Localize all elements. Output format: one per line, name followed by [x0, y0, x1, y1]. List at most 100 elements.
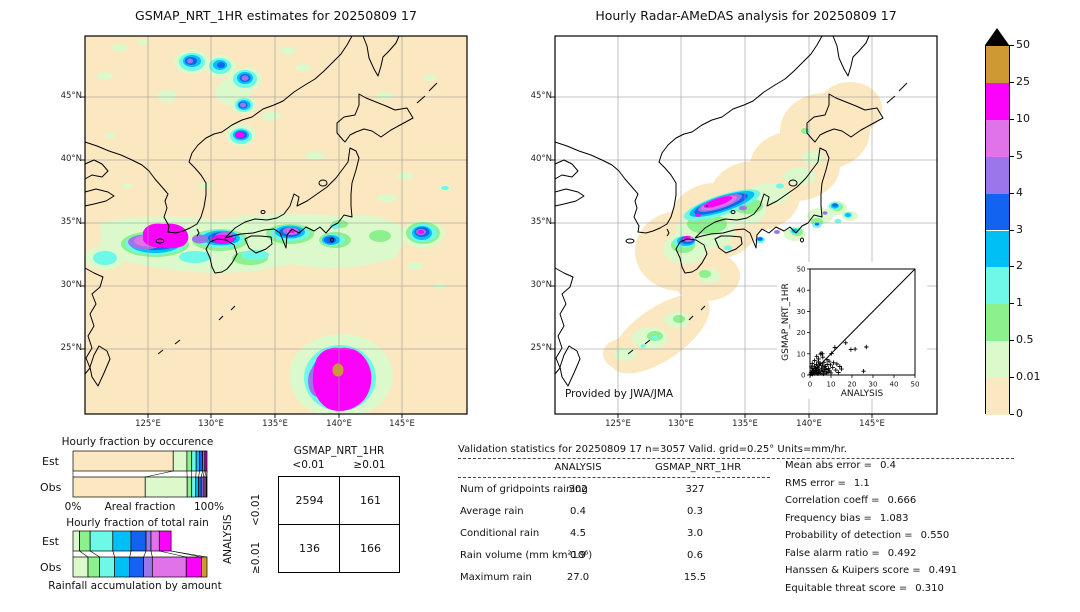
- metric-label: Mean abs error =: [785, 460, 873, 471]
- colorbar-tick-label: 25: [1016, 74, 1030, 88]
- stats-col-analysis: ANALYSIS: [554, 462, 602, 473]
- right-precip-map: 0 10 20 30 40 50 0 10 20 30 40 50 ANALYSIS GSMAP_N…: [551, 35, 938, 418]
- metric-label: False alarm ratio =: [785, 547, 880, 559]
- metric-value: 0.666: [887, 495, 917, 506]
- scatter-xaxis-label: ANALYSIS: [841, 389, 884, 399]
- colorbar-band: [986, 119, 1009, 157]
- left-map-lat-tick: 25°N: [60, 343, 82, 353]
- totalrain-footer: Rainfall accumulation by amount: [48, 580, 222, 592]
- colorbar-band: [986, 46, 1009, 83]
- svg-text:40: 40: [797, 287, 806, 295]
- colorbar-overflow-triangle: [985, 28, 1009, 45]
- metric-value: 0.550: [920, 530, 950, 541]
- metric-label: Equitable threat score =: [785, 582, 908, 594]
- colorbar-tick-label: 3: [1016, 222, 1023, 236]
- stats-row-maximum: Maximum rain 27.0 15.5: [458, 572, 770, 594]
- colorbar-labels: 50 25 10 5 4 3 2 1 0.5 0.01 0: [985, 38, 1080, 420]
- colorbar-tick-label: 4: [1016, 185, 1023, 199]
- colorbar-tick-label: 0.5: [1016, 333, 1034, 347]
- metric-far: False alarm ratio = 0.492: [785, 548, 916, 559]
- left-map-lon-tick: 140°E: [326, 419, 352, 429]
- colorbar-tick: [1010, 118, 1014, 120]
- stats-row-conditional: Conditional rain 4.5 3.0: [458, 528, 770, 550]
- totalrain-stacked-bars: [72, 530, 208, 578]
- colorbar-tick-label: 1: [1016, 296, 1023, 310]
- left-map-lon-tick: 135°E: [262, 419, 288, 429]
- right-map-tickmarks: [551, 96, 873, 418]
- left-map-lat-tick: 35°N: [60, 217, 82, 227]
- svg-text:20: 20: [797, 329, 806, 337]
- stats-panel: Validation statistics for 20250809 17 n=…: [458, 440, 1014, 600]
- svg-text:30: 30: [869, 381, 878, 389]
- stats-row-label: Average rain: [460, 506, 524, 517]
- right-map-lon-tick: 135°E: [732, 419, 758, 429]
- scatter-yaxis-label: GSMAP_NRT_1HR: [781, 283, 791, 361]
- svg-text:0: 0: [801, 372, 805, 380]
- left-precip-map: [81, 35, 468, 418]
- left-map-lon-tick: 130°E: [198, 419, 224, 429]
- colorbar-band: [986, 82, 1009, 120]
- left-map-lon-tick: 145°E: [389, 419, 415, 429]
- left-map-tickmarks: [81, 96, 403, 418]
- contingency-cell-11: 166: [360, 542, 381, 555]
- left-map-lon-tick: 125°E: [135, 419, 161, 429]
- stats-analysis-value: 4.5: [570, 528, 586, 539]
- contingency-cell-10: 136: [299, 542, 320, 555]
- colorbar-bands: [985, 45, 1010, 415]
- occurrence-est-label: Est: [42, 455, 59, 468]
- stats-analysis-value: 27.0: [566, 572, 590, 583]
- stats-row-label: Maximum rain: [460, 572, 532, 583]
- right-map-lon-tick: 145°E: [859, 419, 885, 429]
- contingency-row-label-1: ≥0.01: [250, 541, 262, 574]
- svg-text:40: 40: [890, 381, 899, 389]
- metric-value: 0.492: [887, 547, 917, 559]
- stats-title: Validation statistics for 20250809 17 n=…: [458, 444, 847, 455]
- right-map-lat-tick: 30°N: [530, 280, 552, 290]
- occurrence-obs-label: Obs: [40, 481, 62, 494]
- right-map-lat-tick: 45°N: [530, 91, 552, 101]
- colorbar-tick: [1010, 340, 1014, 342]
- contingency-col-title: GSMAP_NRT_1HR: [293, 445, 385, 457]
- colorbar-tick: [1010, 266, 1014, 268]
- metric-value: 0.310: [915, 582, 944, 594]
- stats-analysis-value: 0.9: [570, 550, 586, 561]
- right-map-lat-tick: 40°N: [530, 154, 552, 164]
- occurrence-axis-title: Areal fraction: [104, 501, 176, 513]
- svg-text:50: 50: [911, 381, 920, 389]
- colorbar-tick: [1010, 377, 1014, 379]
- metric-label: Frequency bias =: [785, 512, 872, 524]
- colorbar-band: [986, 156, 1009, 194]
- stats-gsmap-value: 0.3: [687, 506, 703, 517]
- colorbar-band: [986, 341, 1009, 379]
- left-map-title: GSMAP_NRT_1HR estimates for 20250809 17: [135, 8, 417, 23]
- colorbar-tick: [1010, 303, 1014, 305]
- svg-text:30: 30: [797, 308, 806, 316]
- stats-gsmap-value: 0.6: [687, 550, 703, 561]
- colorbar-band: [986, 378, 1009, 415]
- colorbar-tick: [1010, 81, 1014, 83]
- svg-text:50: 50: [797, 266, 806, 274]
- metric-value: 1.1: [853, 477, 870, 489]
- scatter-diagonal-line: [809, 268, 916, 376]
- metric-mean-abs-error: Mean abs error = 0.4: [785, 460, 896, 471]
- colorbar-tick-label: 5: [1016, 148, 1023, 162]
- stats-gsmap-value: 3.0: [687, 528, 703, 539]
- left-map-lat-tick: 30°N: [60, 280, 82, 290]
- contingency-table: 2594 161 136 166: [278, 476, 400, 573]
- colorbar-tick: [1010, 414, 1014, 415]
- metric-value: 0.4: [880, 460, 896, 471]
- colorbar-tick: [1010, 45, 1014, 46]
- contingency-col-label-1: ≥0.01: [353, 459, 386, 471]
- right-precip-layer: [603, 82, 882, 374]
- metric-correlation: Correlation coeff = 0.666: [785, 495, 916, 506]
- svg-text:20: 20: [848, 381, 857, 389]
- occurrence-axis-100: 100%: [193, 501, 225, 513]
- contingency-row-title: ANALYSIS: [222, 514, 234, 564]
- right-map-lat-tick: 35°N: [530, 217, 552, 227]
- right-map-lon-tick: 140°E: [796, 419, 822, 429]
- right-map-lon-tick: 130°E: [668, 419, 694, 429]
- metrics-panel: Mean abs error = 0.4 RMS error = 1.1 Corre…: [785, 440, 1014, 600]
- right-map-title: Hourly Radar-AMeDAS analysis for 2025080…: [595, 8, 897, 23]
- metric-frequency-bias: Frequency bias = 1.083: [785, 513, 909, 524]
